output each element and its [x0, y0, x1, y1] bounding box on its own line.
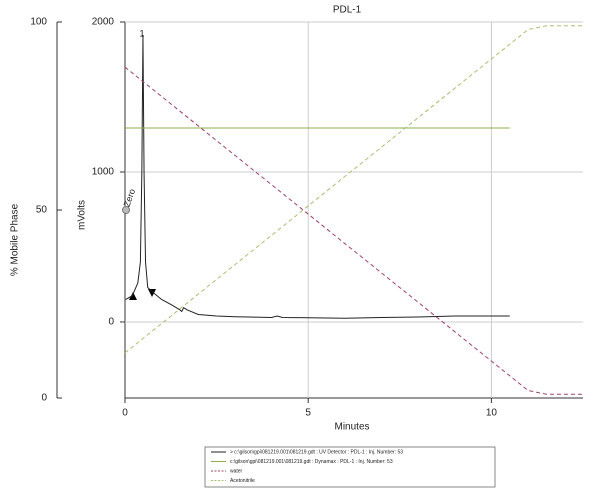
series-line — [125, 35, 510, 319]
x-axis-label: Minutes — [334, 422, 369, 433]
legend-label: c:\gilson\gpi\081219.001\081219.gdt : Dy… — [230, 459, 393, 465]
zero-label: Zero — [122, 187, 138, 208]
series-line — [124, 25, 583, 354]
y2-axis-label: % Mobile Phase — [10, 203, 21, 276]
legend-label: water — [230, 468, 243, 474]
baseline-end — [148, 289, 156, 297]
x-tick-label: 10 — [486, 408, 498, 419]
y2-tick-label: 100 — [30, 17, 47, 28]
baseline-start — [129, 292, 137, 300]
zero-marker — [122, 206, 130, 214]
y-axis-label: mVolts — [77, 200, 88, 230]
series-line — [124, 66, 583, 395]
x-tick-label: 5 — [305, 408, 311, 419]
y-tick-label: 2000 — [92, 17, 115, 28]
legend — [204, 446, 496, 488]
legend-label: > c:\gilson\gpi\081219.001\081219.gdt : … — [230, 449, 403, 455]
y2-tick-label: 50 — [36, 205, 48, 216]
peak-label: 1 — [139, 28, 144, 38]
chart-title: PDL-1 — [333, 5, 362, 16]
y2-tick-label: 0 — [41, 393, 47, 404]
y-tick-label: 0 — [108, 317, 114, 328]
y-tick-label: 1000 — [92, 167, 115, 178]
legend-items: > c:\gilson\gpi\081219.001\081219.gdt : … — [211, 449, 403, 484]
legend-label: Acetonitrile — [230, 478, 255, 484]
x-tick-label: 0 — [122, 408, 128, 419]
